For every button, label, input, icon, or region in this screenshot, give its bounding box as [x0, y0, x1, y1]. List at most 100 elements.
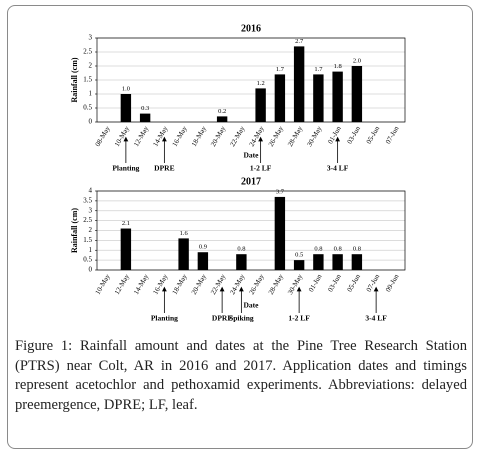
bar [351, 254, 363, 270]
y-tick-label: 1 [89, 90, 93, 98]
x-tick-label: 30-May [286, 272, 304, 296]
y-tick-label: 0.5 [83, 256, 92, 264]
annotation: 1-2 LF [288, 314, 310, 323]
charts: 2016 Rainfall (cm) Date 0 0.5 1 1.5 2 2.5 3 08-May… [70, 23, 406, 323]
x-tick-label: 22-May [209, 272, 227, 296]
plot-frame [96, 37, 406, 123]
bar [351, 66, 363, 122]
bar [313, 254, 324, 270]
x-tick-label: 18-May [171, 272, 189, 296]
annotation: 3-4 LF [327, 164, 349, 173]
caption-text: Rainfall amount and dates at the Pine Tr… [15, 338, 468, 413]
value-label: 2.0 [353, 57, 361, 64]
bar [236, 254, 247, 270]
x-tick-label: 10-May [94, 272, 112, 296]
x-tick-label: 01-Jun [326, 124, 343, 145]
x-tick-label: 01-Jun [307, 272, 324, 293]
bar [313, 74, 324, 122]
x-tick-label: 14-May [132, 272, 150, 296]
y-tick-label: 2 [89, 62, 93, 70]
value-label: 0.8 [353, 246, 361, 253]
x-tick-label: 24-May [248, 124, 266, 148]
y-tick-label: 1.5 [83, 236, 92, 244]
x-tick-label: 26-May [248, 272, 266, 296]
x-tick-label: 22-May [228, 124, 246, 148]
annotation: 3-4 LF [365, 314, 387, 323]
value-label: 0.9 [199, 244, 207, 251]
bar [274, 196, 286, 270]
y-tick-label: 1.5 [83, 76, 92, 84]
value-label: 0.8 [334, 246, 342, 253]
value-label: 0.8 [237, 246, 245, 253]
x-axis-label: Date [244, 301, 260, 310]
value-label: 1.0 [122, 85, 130, 92]
y-tick-label: 0 [89, 266, 93, 274]
bar [332, 254, 343, 270]
x-tick-label: 03-Jun [346, 124, 363, 145]
x-tick-label: 14-May [151, 124, 169, 148]
y-tick-label: 2 [89, 226, 93, 234]
value-label: 2.7 [295, 38, 304, 45]
x-tick-label: 12-May [113, 272, 131, 296]
x-tick-label: 16-May [171, 124, 189, 148]
value-label: 0.5 [295, 252, 303, 259]
x-tick-label: 12-May [132, 124, 150, 148]
value-label: 3.7 [276, 188, 285, 195]
x-tick-label: 03-Jun [326, 272, 343, 293]
y-tick-label: 0.5 [83, 104, 92, 112]
caption-label: Figure 1: [15, 338, 73, 354]
x-tick-label: 28-May [267, 272, 285, 296]
value-label: 0.2 [218, 108, 226, 115]
plot-frame [96, 190, 406, 271]
x-tick-label: 20-May [190, 272, 208, 296]
x-tick-label: 10-May [113, 124, 131, 148]
x-tick-label: 26-May [267, 124, 285, 148]
annotation: DPRE [212, 314, 232, 323]
value-label: 1.7 [314, 66, 323, 73]
chart-title: 2016 [241, 23, 261, 34]
x-tick-label: 08-May [94, 124, 112, 148]
figure-caption: Figure 1: Rainfall amount and dates at t… [15, 337, 467, 415]
bar [293, 260, 305, 270]
x-tick-label: 20-May [209, 124, 227, 148]
bar [178, 238, 189, 270]
chart-title: 2017 [241, 176, 261, 187]
x-tick-label: 09-Jun [384, 272, 401, 293]
bar [255, 88, 266, 122]
x-tick-label: 24-May [228, 272, 246, 296]
y-tick-label: 0 [89, 118, 93, 126]
x-tick-label: 05-Jun [346, 272, 363, 293]
x-tick-label: 30-May [305, 124, 323, 148]
value-label: 0.8 [314, 246, 322, 253]
annotation: 1-2 LF [250, 164, 272, 173]
x-tick-label: 18-May [190, 124, 208, 148]
x-tick-label: 07-Jun [365, 272, 382, 293]
bar [216, 116, 228, 122]
value-label: 2.1 [122, 220, 130, 227]
x-axis-label: Date [244, 151, 260, 160]
bar [120, 228, 132, 270]
x-tick-label: 16-May [151, 272, 169, 296]
y-axis-label: Rainfall (cm) [70, 208, 79, 253]
value-label: 0.3 [141, 105, 149, 112]
figure-frame [7, 5, 473, 449]
value-label: 1.7 [276, 66, 285, 73]
x-tick-label: 07-Jun [384, 124, 401, 145]
value-label: 1.2 [257, 80, 265, 87]
value-label: 1.8 [334, 63, 342, 70]
y-tick-label: 3 [89, 206, 93, 214]
bar [139, 113, 151, 122]
bar [274, 74, 286, 122]
x-tick-label: 28-May [286, 124, 304, 148]
bar [332, 71, 343, 122]
annotation: Spiking [229, 314, 254, 323]
y-tick-label: 3.5 [83, 196, 92, 204]
annotation: DPRE [154, 164, 174, 173]
y-tick-label: 3 [89, 34, 93, 42]
y-tick-label: 2.5 [83, 48, 92, 56]
y-tick-label: 1 [89, 246, 93, 254]
value-label: 1.6 [180, 230, 189, 237]
bar [197, 252, 209, 270]
y-tick-label: 2.5 [83, 216, 92, 224]
